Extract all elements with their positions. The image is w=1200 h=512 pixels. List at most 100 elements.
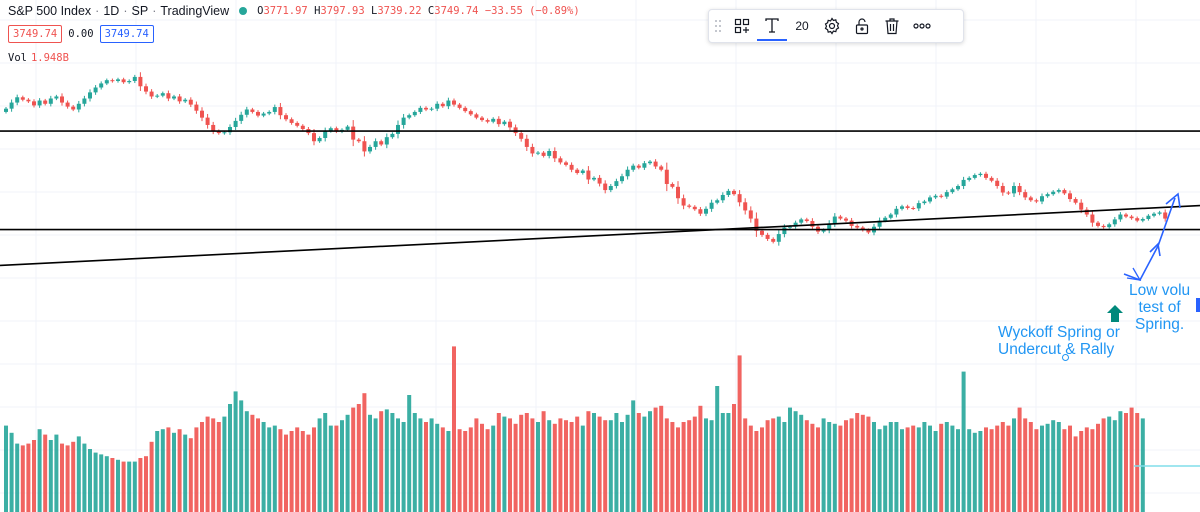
volume-bar: [1068, 425, 1072, 512]
volume-bar: [166, 427, 171, 512]
volume-bar: [480, 423, 484, 512]
sell-price-button[interactable]: 3749.74: [8, 25, 63, 43]
volume-bar: [978, 431, 983, 512]
candle-body: [1062, 190, 1067, 194]
volume-bar: [754, 431, 759, 512]
candle-body: [1163, 212, 1168, 219]
candle-body: [905, 206, 910, 208]
volume-bar: [530, 418, 535, 512]
candle-body: [1146, 215, 1151, 219]
candle-body: [754, 218, 759, 231]
candle-body: [939, 195, 944, 197]
volume-bar: [194, 427, 199, 512]
candle-body: [1157, 212, 1162, 214]
text-tool-icon[interactable]: [757, 13, 787, 41]
volume-bar: [804, 420, 809, 512]
more-icon[interactable]: [907, 11, 937, 41]
trash-icon[interactable]: [877, 11, 907, 41]
volume-bar: [396, 418, 400, 512]
volume-bar: [681, 422, 686, 512]
annotation-line: Undercut & Rally: [998, 341, 1115, 358]
candle-body: [76, 103, 81, 110]
candle-body: [93, 87, 98, 93]
annotation-line: Wyckoff Spring or: [998, 324, 1120, 341]
volume-bar: [1051, 420, 1056, 512]
market-status-dot-icon[interactable]: [239, 7, 248, 15]
candle-body: [547, 151, 552, 156]
volume-bar: [9, 432, 14, 512]
volume-bar: [541, 411, 546, 512]
candle-body: [776, 234, 781, 242]
volume-bar: [1140, 418, 1145, 512]
template-icon[interactable]: [727, 11, 757, 41]
annotation-line: test of: [1138, 299, 1181, 316]
symbol-name[interactable]: S&P 500 Index: [8, 4, 92, 18]
candle-body: [155, 95, 160, 97]
volume-bar: [306, 434, 311, 512]
volume-bar: [104, 456, 109, 512]
source-label: TradingView: [160, 4, 230, 18]
candle-body: [1000, 186, 1005, 193]
candle-body: [216, 131, 221, 134]
gear-icon[interactable]: [817, 11, 847, 41]
volume-bar: [88, 449, 92, 512]
candle-body: [474, 114, 479, 118]
candle-body: [972, 175, 977, 178]
wyckoff-spring-annotation[interactable]: Wyckoff Spring or Undercut & Rally: [998, 324, 1120, 358]
volume-bar: [211, 418, 216, 512]
volume-bar: [188, 438, 193, 512]
volume-bar: [1129, 407, 1134, 512]
candle-body: [60, 96, 64, 103]
candle-body: [670, 183, 675, 187]
candle-body: [82, 98, 87, 104]
volume-bar: [205, 416, 210, 512]
volume-bar: [670, 422, 675, 512]
candle-body: [631, 165, 636, 170]
volume-bar: [54, 434, 59, 512]
projection-arrows[interactable]: [1123, 192, 1181, 281]
candle-body: [1040, 196, 1044, 202]
candle-body: [536, 152, 540, 154]
candle-body: [1129, 216, 1134, 219]
candle-body: [412, 111, 417, 116]
unlock-icon[interactable]: [847, 11, 877, 41]
candle-body: [804, 219, 809, 222]
volume-bar: [726, 413, 731, 512]
projection-path[interactable]: [1123, 197, 1176, 281]
candle-body: [351, 126, 356, 140]
volume-bar: [233, 391, 238, 512]
drawn-lines[interactable]: [0, 130, 1200, 267]
candle-body: [166, 93, 171, 99]
candle-body: [883, 217, 888, 221]
candle-body: [1056, 190, 1061, 192]
exchange-label: SP: [131, 4, 149, 18]
volume-bar: [110, 458, 115, 512]
volume-bar: [312, 427, 316, 512]
volume-bar: [1012, 418, 1016, 512]
low-volume-test-annotation[interactable]: Low volu test of Spring.: [1129, 282, 1190, 333]
volume-bar: [452, 346, 456, 512]
candle-body: [463, 107, 468, 112]
arrowhead-lower: [1149, 242, 1161, 257]
volume-bar: [368, 414, 372, 512]
candle-body: [468, 111, 473, 115]
volume-bar: [519, 414, 524, 512]
volume-bar: [172, 432, 176, 512]
text-anchor-handle[interactable]: [1062, 354, 1069, 361]
volume-bar: [384, 409, 389, 512]
volume-bar: [704, 418, 708, 512]
price-scale-marker: [1196, 298, 1200, 312]
candle-body: [1124, 214, 1128, 217]
volume-bar: [838, 425, 843, 512]
candle-body: [866, 229, 871, 233]
buy-price-button[interactable]: 3749.74: [99, 25, 154, 43]
volume-bar: [1112, 420, 1117, 512]
volume-bar: [1090, 429, 1095, 512]
drag-handle-icon[interactable]: [709, 11, 727, 41]
volume-bar: [261, 422, 266, 512]
volume-bar: [513, 423, 518, 512]
interval-label[interactable]: 1D: [103, 4, 120, 18]
font-size-button[interactable]: 20: [795, 19, 809, 33]
candle-body: [944, 192, 949, 197]
